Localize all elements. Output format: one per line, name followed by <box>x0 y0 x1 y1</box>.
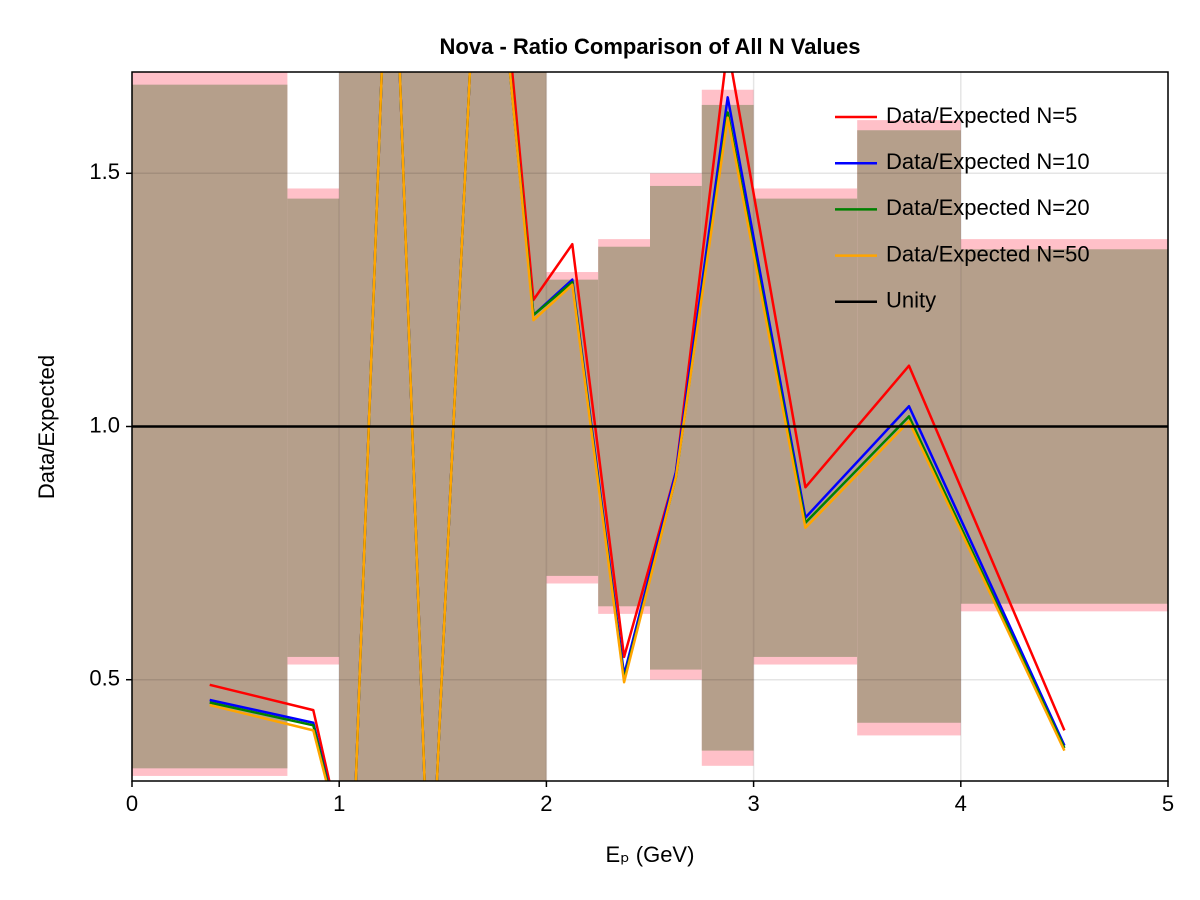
legend-label: Unity <box>886 288 936 313</box>
legend-label: Data/Expected N=20 <box>886 195 1090 220</box>
y-tick-label: 1.5 <box>89 159 120 184</box>
x-tick-label: 3 <box>747 791 759 816</box>
series-line <box>209 72 1066 781</box>
y-axis-label: Data/Expected <box>34 355 59 499</box>
y-tick-label: 0.5 <box>89 666 120 691</box>
x-axis-label: Eₚ (GeV) <box>606 842 695 867</box>
legend: Data/Expected N=5 Data/Expected N=10 Data/… <box>835 103 1090 313</box>
error-band <box>650 185 702 670</box>
x-tick-label: 0 <box>126 791 138 816</box>
error-band <box>287 198 340 657</box>
chart-title: Nova - Ratio Comparison of All N Values <box>440 34 861 59</box>
x-tick-label: 5 <box>1162 791 1174 816</box>
error-band <box>753 198 858 657</box>
legend-label: Data/Expected N=5 <box>886 103 1077 128</box>
error-band <box>546 279 599 576</box>
legend-label: Data/Expected N=50 <box>886 241 1090 266</box>
x-tick-label: 1 <box>333 791 345 816</box>
x-tick-label: 2 <box>540 791 552 816</box>
x-tick-label: 4 <box>955 791 967 816</box>
axes: 0 1 2 3 4 5 0.5 1.0 1.5 <box>89 159 1174 816</box>
legend-label: Data/Expected N=10 <box>886 149 1090 174</box>
lines <box>132 72 1168 781</box>
y-tick-label: 1.0 <box>89 412 120 437</box>
